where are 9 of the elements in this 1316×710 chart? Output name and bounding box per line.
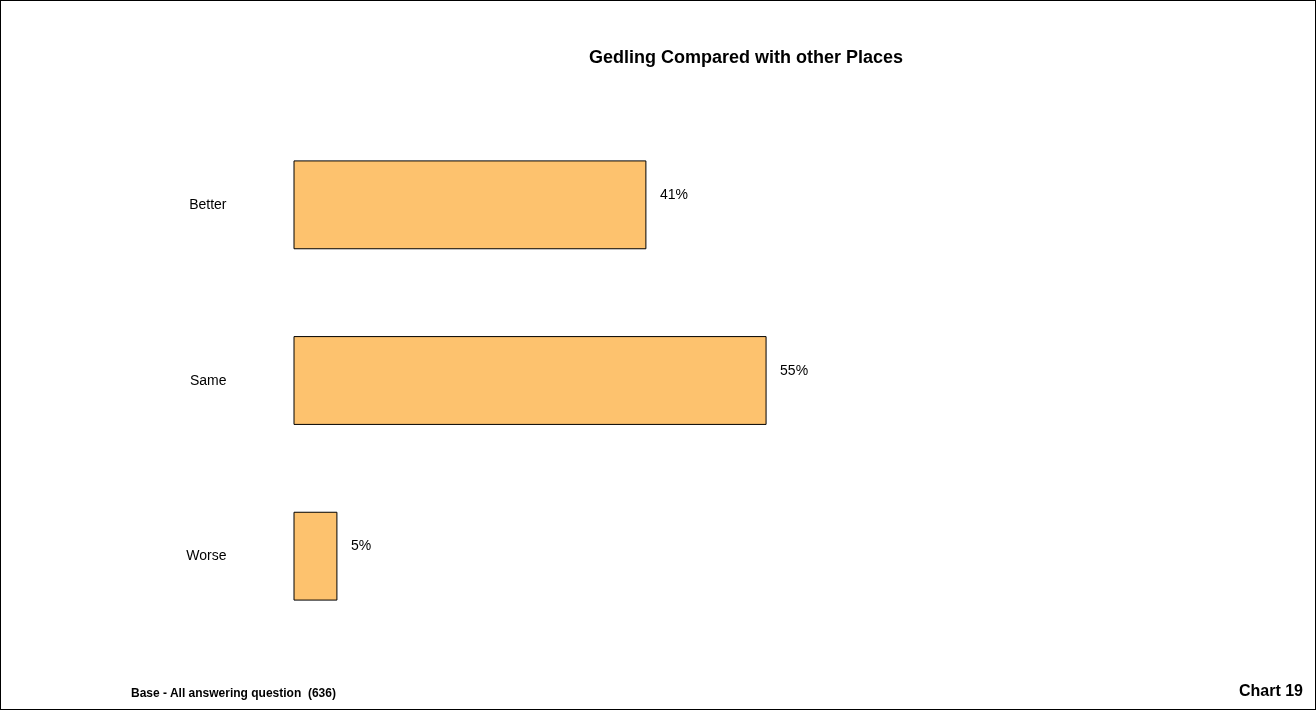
text: Base - All answering question (636): [131, 686, 336, 700]
caption: Chart 19: [1238, 682, 1303, 700]
data-label: 55%: [780, 361, 809, 378]
y-tick-label: Better: [189, 195, 227, 212]
data-label: 41%: [659, 185, 688, 202]
y-tick-label: Worse: [186, 547, 227, 564]
y-tick-label: Same: [189, 371, 227, 388]
chart-title: Gedling Compared with other Places: [588, 47, 904, 67]
data-label: 5%: [350, 537, 372, 554]
